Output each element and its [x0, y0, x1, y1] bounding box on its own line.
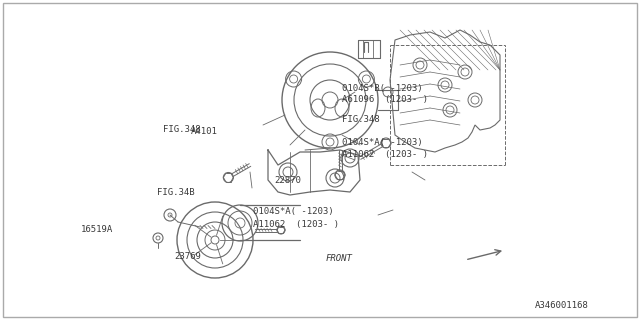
Text: 0104S*A( -1203): 0104S*A( -1203) — [253, 207, 333, 216]
Text: FRONT: FRONT — [325, 254, 352, 263]
Text: 22870: 22870 — [274, 176, 301, 185]
Text: A11062  (1203- ): A11062 (1203- ) — [342, 150, 428, 159]
Text: 0104S*A( -1203): 0104S*A( -1203) — [342, 138, 423, 147]
Text: 0104S*B( -1203): 0104S*B( -1203) — [342, 84, 423, 92]
Text: A11062  (1203- ): A11062 (1203- ) — [253, 220, 339, 228]
Text: A61096  (1203- ): A61096 (1203- ) — [342, 95, 428, 104]
Text: FIG.348: FIG.348 — [342, 116, 380, 124]
Text: 16519A: 16519A — [81, 225, 113, 234]
Text: FIG.34B: FIG.34B — [157, 188, 195, 197]
Text: 23769: 23769 — [175, 252, 202, 261]
Text: A4101: A4101 — [191, 127, 218, 136]
Text: A346001168: A346001168 — [534, 301, 588, 310]
Text: FIG.348: FIG.348 — [163, 125, 201, 134]
